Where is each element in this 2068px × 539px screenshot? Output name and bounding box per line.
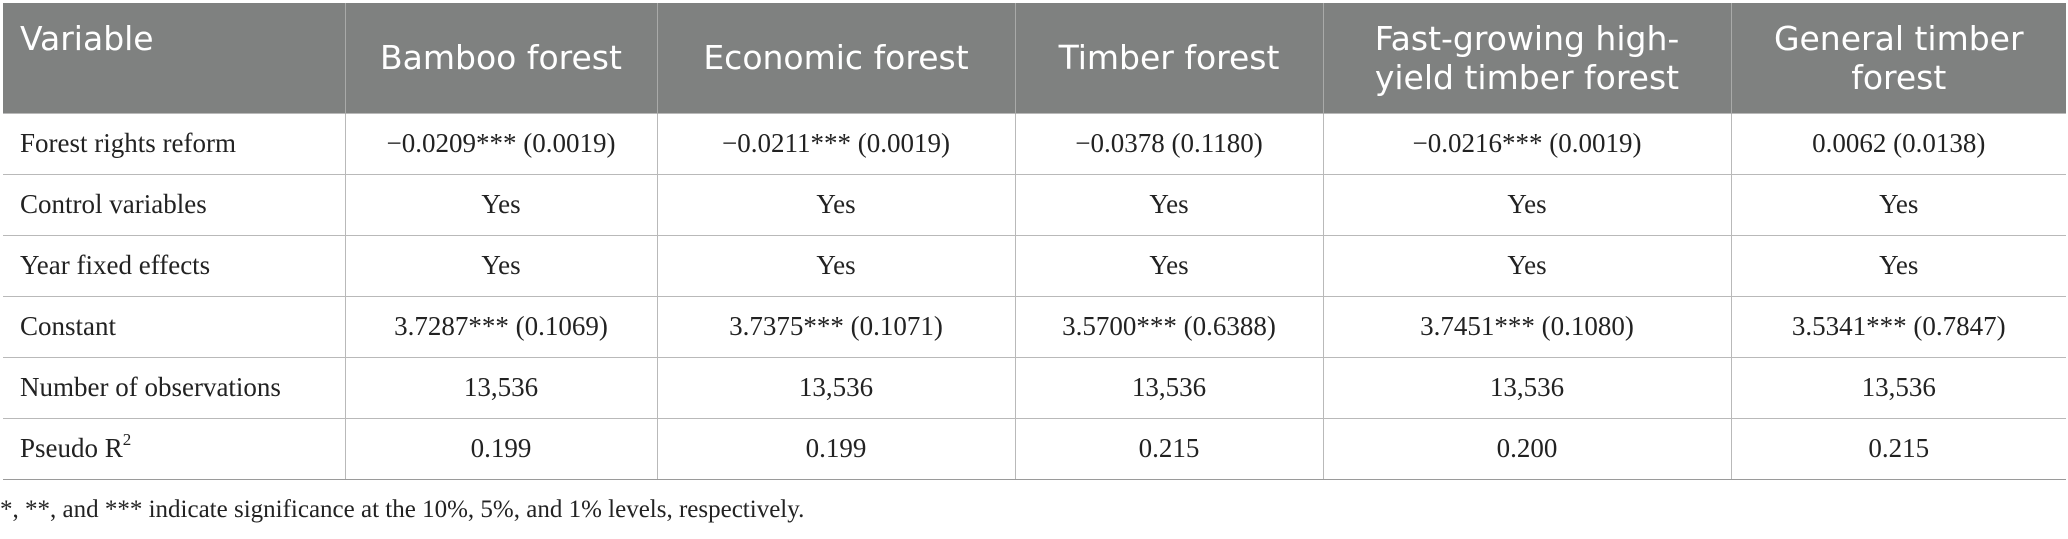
cell-value: 0.0062 (0.0138) xyxy=(1730,112,2066,175)
cell-value: Yes xyxy=(1730,173,2066,236)
table-row: Constant 3.7287*** (0.1069) 3.7375*** (0… xyxy=(3,295,2066,358)
cell-value: Yes xyxy=(1322,234,1732,297)
row-label: Pseudo R2 xyxy=(3,417,346,480)
table-row: Pseudo R2 0.199 0.199 0.215 0.200 0.215 xyxy=(3,417,2066,480)
row-label: Forest rights reform xyxy=(3,112,346,175)
cell-value: 0.215 xyxy=(1014,417,1324,480)
header-fast-growing-line1: Fast-growing high- xyxy=(1374,18,1680,58)
cell-value: Yes xyxy=(344,234,658,297)
header-general-timber-forest: General timber forest xyxy=(1730,3,2066,113)
results-table-container: Variable Bamboo forest Economic forest T… xyxy=(3,3,2066,480)
header-row: Variable Bamboo forest Economic forest T… xyxy=(3,3,2066,113)
results-table: Variable Bamboo forest Economic forest T… xyxy=(3,3,2066,480)
cell-value: 13,536 xyxy=(1014,356,1324,419)
table-row: Forest rights reform −0.0209*** (0.0019)… xyxy=(3,112,2066,175)
header-general-line2: forest xyxy=(1851,57,1947,97)
header-fast-growing-line2: yield timber forest xyxy=(1374,57,1680,97)
table-body: Forest rights reform −0.0209*** (0.0019)… xyxy=(3,112,2066,480)
cell-value: 0.215 xyxy=(1730,417,2066,480)
table-row: Number of observations 13,536 13,536 13,… xyxy=(3,356,2066,419)
row-label: Number of observations xyxy=(3,356,346,419)
table-header: Variable Bamboo forest Economic forest T… xyxy=(3,3,2066,113)
cell-value: 3.5341*** (0.7847) xyxy=(1730,295,2066,358)
cell-value: 3.7451*** (0.1080) xyxy=(1322,295,1732,358)
cell-value: −0.0209*** (0.0019) xyxy=(344,112,658,175)
cell-value: −0.0378 (0.1180) xyxy=(1014,112,1324,175)
header-fast-growing-timber-forest: Fast-growing high- yield timber forest xyxy=(1322,3,1731,113)
cell-value: 3.5700*** (0.6388) xyxy=(1014,295,1324,358)
cell-value: 13,536 xyxy=(656,356,1016,419)
row-label: Constant xyxy=(3,295,346,358)
cell-value: −0.0216*** (0.0019) xyxy=(1322,112,1732,175)
cell-value: Yes xyxy=(344,173,658,236)
cell-value: 0.200 xyxy=(1322,417,1732,480)
cell-value: Yes xyxy=(656,234,1016,297)
cell-value: 3.7375*** (0.1071) xyxy=(656,295,1016,358)
cell-value: 3.7287*** (0.1069) xyxy=(344,295,658,358)
header-economic-forest: Economic forest xyxy=(656,3,1015,113)
cell-value: Yes xyxy=(1014,173,1324,236)
cell-value: 13,536 xyxy=(344,356,658,419)
cell-value: Yes xyxy=(1322,173,1732,236)
cell-value: Yes xyxy=(656,173,1016,236)
row-label-text: Pseudo R xyxy=(20,433,123,463)
cell-value: Yes xyxy=(1014,234,1324,297)
header-timber-forest: Timber forest xyxy=(1014,3,1323,113)
cell-value: −0.0211*** (0.0019) xyxy=(656,112,1016,175)
row-label: Year fixed effects xyxy=(3,234,346,297)
cell-value: 13,536 xyxy=(1322,356,1732,419)
header-general-line1: General timber xyxy=(1773,18,2024,58)
cell-value: 0.199 xyxy=(656,417,1016,480)
row-label: Control variables xyxy=(3,173,346,236)
superscript: 2 xyxy=(122,430,132,449)
cell-value: 13,536 xyxy=(1730,356,2066,419)
table-row: Year fixed effects Yes Yes Yes Yes Yes xyxy=(3,234,2066,297)
cell-value: Yes xyxy=(1730,234,2066,297)
table-footnote: *, **, and *** indicate significance at … xyxy=(0,496,805,523)
header-bamboo-forest: Bamboo forest xyxy=(344,3,657,113)
header-variable: Variable xyxy=(3,3,345,113)
cell-value: 0.199 xyxy=(344,417,658,480)
table-row: Control variables Yes Yes Yes Yes Yes xyxy=(3,173,2066,236)
